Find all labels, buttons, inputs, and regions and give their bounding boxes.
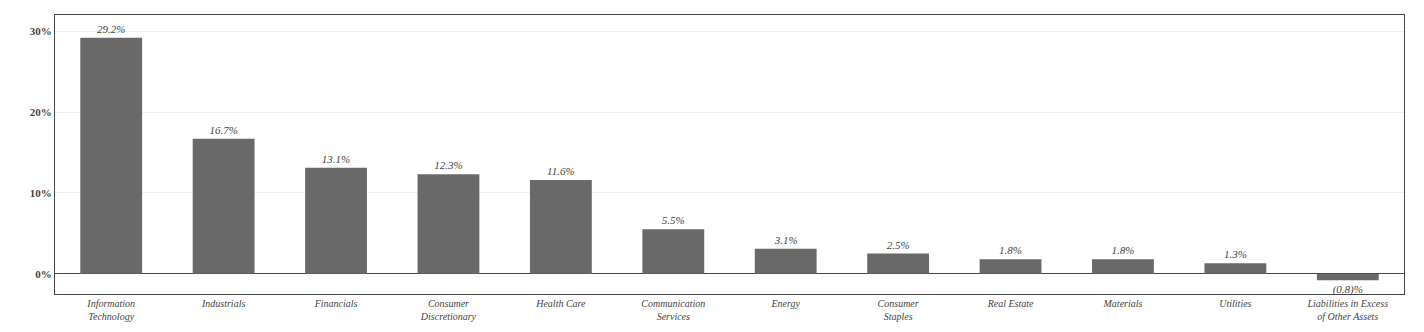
svg-text:1.8%: 1.8% bbox=[999, 244, 1022, 256]
svg-text:12.3%: 12.3% bbox=[434, 159, 462, 171]
svg-text:Real Estate: Real Estate bbox=[987, 298, 1034, 309]
svg-text:3.1%: 3.1% bbox=[774, 234, 798, 246]
svg-text:13.1%: 13.1% bbox=[322, 153, 350, 165]
svg-text:ConsumerDiscretionary: ConsumerDiscretionary bbox=[420, 298, 477, 322]
svg-text:10%: 10% bbox=[30, 187, 52, 199]
svg-text:2.5%: 2.5% bbox=[887, 239, 910, 251]
svg-text:20%: 20% bbox=[30, 106, 52, 118]
svg-text:ConsumerStaples: ConsumerStaples bbox=[878, 298, 919, 322]
svg-text:(0.8)%: (0.8)% bbox=[1333, 283, 1363, 296]
svg-text:Industrials: Industrials bbox=[201, 298, 245, 309]
svg-text:Utilities: Utilities bbox=[1219, 298, 1251, 309]
svg-text:16.7%: 16.7% bbox=[209, 124, 237, 136]
svg-text:29.2%: 29.2% bbox=[97, 23, 125, 35]
svg-text:30%: 30% bbox=[30, 25, 52, 37]
svg-text:InformationTechnology: InformationTechnology bbox=[86, 298, 135, 322]
svg-text:5.5%: 5.5% bbox=[662, 214, 685, 226]
svg-text:Materials: Materials bbox=[1103, 298, 1143, 309]
svg-text:Liabilities in Excessof Other: Liabilities in Excessof Other Assets bbox=[1307, 298, 1389, 322]
svg-text:Health Care: Health Care bbox=[535, 298, 586, 309]
svg-text:11.6%: 11.6% bbox=[547, 165, 575, 177]
svg-text:0%: 0% bbox=[35, 268, 52, 280]
svg-text:1.3%: 1.3% bbox=[1224, 248, 1247, 260]
svg-text:Financials: Financials bbox=[314, 298, 358, 309]
svg-text:Energy: Energy bbox=[770, 298, 800, 309]
svg-text:CommunicationServices: CommunicationServices bbox=[641, 298, 705, 322]
svg-text:1.8%: 1.8% bbox=[1111, 244, 1134, 256]
